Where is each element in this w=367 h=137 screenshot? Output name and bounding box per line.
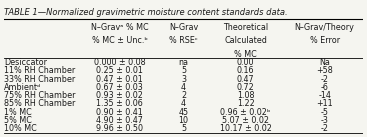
Text: 5% MC: 5% MC: [4, 116, 32, 125]
Text: % MC: % MC: [234, 50, 257, 59]
Text: 0.90 ± 0.41: 0.90 ± 0.41: [96, 108, 143, 117]
Text: 9.96 ± 0.50: 9.96 ± 0.50: [96, 124, 143, 133]
Text: 5: 5: [181, 66, 186, 75]
Text: 0.96 ± 0.02ᵇ: 0.96 ± 0.02ᵇ: [220, 108, 271, 117]
Text: 0.47: 0.47: [237, 75, 254, 84]
Text: 1% MC: 1% MC: [4, 108, 32, 117]
Text: 4: 4: [181, 83, 186, 92]
Text: 4: 4: [181, 99, 186, 109]
Text: 0.93 ± 0.02: 0.93 ± 0.02: [96, 91, 143, 100]
Text: 5: 5: [181, 124, 186, 133]
Text: -3: -3: [321, 116, 328, 125]
Text: -5: -5: [321, 108, 329, 117]
Text: 0.47 ± 0.01: 0.47 ± 0.01: [96, 75, 143, 84]
Text: 0.67 ± 0.03: 0.67 ± 0.03: [96, 83, 143, 92]
Text: na: na: [178, 58, 189, 67]
Text: -2: -2: [321, 75, 329, 84]
Text: 0.00: 0.00: [237, 58, 254, 67]
Text: N–Grav: N–Grav: [169, 23, 198, 32]
Text: 0.72: 0.72: [237, 83, 254, 92]
Text: 5.07 ± 0.02: 5.07 ± 0.02: [222, 116, 269, 125]
Text: +58: +58: [316, 66, 333, 75]
Text: 1.35 ± 0.06: 1.35 ± 0.06: [96, 99, 143, 109]
Text: 33% RH Chamber: 33% RH Chamber: [4, 75, 76, 84]
Text: 45: 45: [178, 108, 189, 117]
Text: 85% RH Chamber: 85% RH Chamber: [4, 99, 76, 109]
Text: -14: -14: [318, 91, 331, 100]
Text: 10: 10: [178, 116, 189, 125]
Text: 1.22: 1.22: [237, 99, 254, 109]
Text: Calculated: Calculated: [224, 36, 267, 45]
Text: Ambientᵈ: Ambientᵈ: [4, 83, 41, 92]
Text: -6: -6: [321, 83, 328, 92]
Text: 4.90 ± 0.47: 4.90 ± 0.47: [96, 116, 143, 125]
Text: 0.25 ± 0.01: 0.25 ± 0.01: [96, 66, 143, 75]
Text: -2: -2: [321, 124, 329, 133]
Text: N–Grav/Theory: N–Grav/Theory: [295, 23, 355, 32]
Text: Desiccator: Desiccator: [4, 58, 47, 67]
Text: % Error: % Error: [310, 36, 340, 45]
Text: 11% RH Chamber: 11% RH Chamber: [4, 66, 76, 75]
Text: 75% RH Chamber: 75% RH Chamber: [4, 91, 76, 100]
Text: 10.17 ± 0.02: 10.17 ± 0.02: [219, 124, 272, 133]
Text: N–Gravᵃ % MC: N–Gravᵃ % MC: [91, 23, 149, 32]
Text: 2: 2: [181, 91, 186, 100]
Text: +11: +11: [316, 99, 333, 109]
Text: 1.08: 1.08: [237, 91, 254, 100]
Text: % RSEᶜ: % RSEᶜ: [169, 36, 198, 45]
Text: 10% MC: 10% MC: [4, 124, 37, 133]
Text: TABLE 1—Normalized gravimetric moisture content standards data.: TABLE 1—Normalized gravimetric moisture …: [4, 8, 287, 17]
Text: 0.000 ± 0.08: 0.000 ± 0.08: [94, 58, 145, 67]
Text: Theoretical: Theoretical: [223, 23, 268, 32]
Text: % MC ± Unc.ᵇ: % MC ± Unc.ᵇ: [92, 36, 148, 45]
Text: 3: 3: [181, 75, 186, 84]
Text: 0.16: 0.16: [237, 66, 254, 75]
Text: Na: Na: [319, 58, 330, 67]
